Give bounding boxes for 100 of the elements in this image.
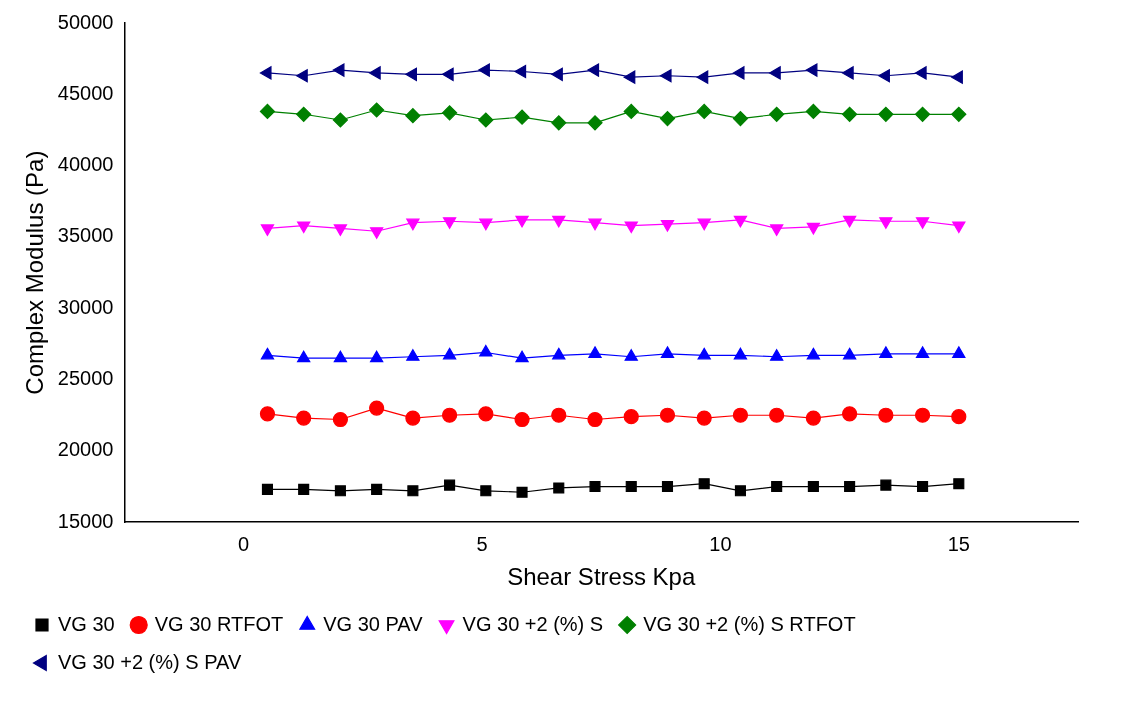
point — [842, 215, 857, 228]
point — [332, 63, 345, 77]
point — [298, 483, 310, 495]
point — [589, 480, 601, 493]
point — [878, 69, 890, 83]
y-tick-label: 50000 — [57, 10, 114, 33]
point — [406, 349, 420, 361]
point — [334, 485, 346, 497]
point — [844, 480, 856, 493]
point — [441, 67, 454, 82]
point — [660, 220, 675, 232]
legend-label: VG 30 RTFOT — [154, 612, 284, 635]
legend-label: VG 30 +2 (%) S RTFOT — [643, 612, 856, 635]
x-tick-label: 5 — [476, 532, 488, 555]
point — [369, 102, 385, 118]
point — [514, 411, 530, 428]
x-tick-label: 15 — [947, 532, 970, 555]
point — [442, 347, 457, 360]
point — [442, 217, 457, 229]
y-tick-label: 25000 — [57, 367, 114, 390]
point — [880, 479, 892, 491]
point — [696, 410, 712, 426]
point — [515, 350, 529, 363]
point — [479, 218, 493, 231]
y-tick-label: 15000 — [57, 509, 114, 532]
point — [732, 407, 749, 423]
point — [333, 350, 348, 363]
point — [769, 106, 785, 122]
point — [406, 218, 420, 231]
point — [951, 409, 967, 425]
y-tick-label: 45000 — [57, 81, 114, 104]
point — [478, 63, 490, 77]
point — [769, 407, 785, 423]
point — [514, 109, 530, 125]
point — [369, 350, 384, 363]
point — [296, 106, 312, 122]
point — [624, 221, 638, 234]
point — [259, 66, 272, 80]
point — [587, 411, 603, 428]
point — [405, 108, 421, 124]
point — [405, 67, 417, 82]
legend-label: VG 30 +2 (%) S PAV — [58, 650, 242, 673]
point — [624, 349, 638, 361]
point — [879, 217, 893, 229]
point — [261, 483, 273, 495]
point — [623, 70, 636, 84]
point — [478, 406, 494, 422]
point — [915, 217, 930, 229]
point — [952, 221, 966, 234]
point — [951, 70, 963, 84]
point — [878, 106, 894, 122]
point — [369, 66, 381, 80]
point — [407, 485, 419, 497]
point — [951, 106, 967, 122]
point — [805, 103, 821, 120]
point — [953, 478, 965, 490]
point — [915, 346, 930, 358]
point — [369, 400, 385, 416]
point — [732, 110, 749, 127]
point — [914, 106, 931, 122]
point — [878, 407, 894, 423]
point — [660, 346, 675, 358]
y-tick-label: 20000 — [57, 438, 114, 461]
point — [552, 215, 566, 228]
point — [623, 409, 639, 425]
point — [587, 115, 603, 131]
y-axis-title: Complex Modulus (Pa) — [21, 150, 49, 395]
point — [259, 103, 276, 120]
point — [879, 346, 893, 358]
point — [588, 346, 602, 358]
legend-label: VG 30 — [58, 612, 115, 635]
point — [515, 215, 529, 228]
point — [479, 344, 493, 357]
point — [842, 347, 857, 360]
legend-label: VG 30 +2 (%) S — [462, 612, 604, 635]
point — [805, 63, 818, 77]
y-tick-label: 35000 — [57, 224, 114, 247]
x-axis-title: Shear Stress Kpa — [507, 563, 696, 591]
point — [914, 66, 927, 80]
point — [332, 112, 348, 128]
point — [441, 407, 458, 423]
point — [770, 349, 784, 361]
point — [770, 224, 784, 236]
point — [659, 110, 676, 127]
y-tick-label: 30000 — [57, 295, 114, 318]
point — [696, 70, 709, 84]
point — [733, 215, 748, 228]
point — [260, 224, 275, 236]
point — [297, 221, 311, 234]
point — [551, 115, 567, 131]
point — [661, 480, 674, 493]
point — [587, 63, 600, 77]
point — [807, 480, 819, 493]
x-tick-label: 10 — [709, 532, 732, 555]
point — [659, 69, 672, 83]
point — [698, 478, 710, 490]
point — [441, 105, 458, 121]
point — [333, 224, 348, 236]
point — [734, 485, 746, 497]
point — [771, 480, 783, 493]
